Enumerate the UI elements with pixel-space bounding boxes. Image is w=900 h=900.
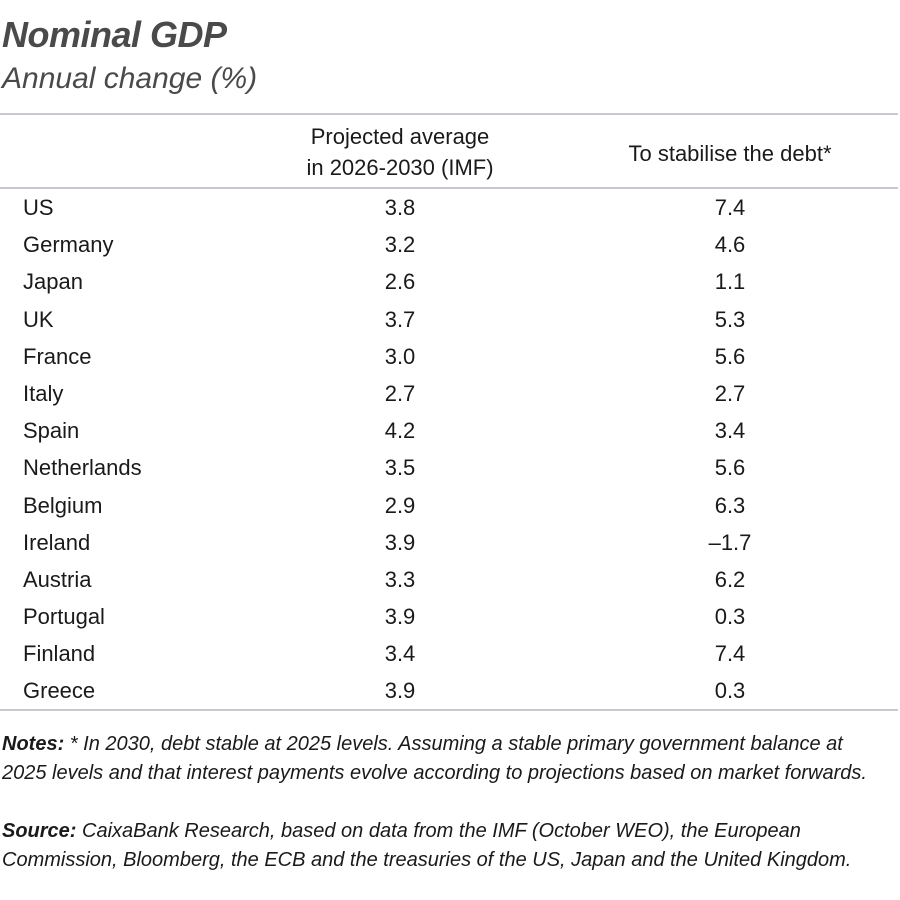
projected-cell: 2.7 — [384, 380, 416, 406]
stabilise-cell: 2.7 — [714, 380, 746, 406]
stabilise-cell: 0.3 — [714, 604, 746, 630]
table-top-rule — [0, 113, 898, 115]
projected-cell: 3.4 — [384, 641, 416, 667]
stabilise-cell: 7.4 — [714, 195, 746, 220]
projected-cell: 3.8 — [384, 195, 416, 220]
country-cell: Netherlands — [23, 455, 142, 481]
table-bottom-rule — [0, 709, 898, 711]
source-label: Source: — [2, 820, 77, 842]
stabilise-cell: 3.4 — [714, 418, 746, 444]
table-body: US 3.8 7.4 Germany 3.2 4.6 Japan 2.6 1.1 UK 3.7 5.3… — [0, 190, 898, 711]
table-row: Portugal 3.9 0.3 — [0, 599, 898, 636]
stabilise-cell: 7.4 — [714, 641, 746, 667]
country-cell: Ireland — [23, 529, 91, 555]
country-cell: Austria — [23, 566, 92, 592]
projected-cell: 3.9 — [384, 529, 416, 555]
country-cell: Japan — [23, 269, 83, 295]
stabilise-cell: 5.6 — [714, 343, 746, 369]
country-cell: Italy — [23, 380, 64, 406]
stabilise-cell: 6.2 — [714, 566, 746, 592]
projected-cell: 2.9 — [384, 492, 416, 518]
table-row: Ireland 3.9 –1.7 — [0, 525, 898, 562]
country-cell: US — [23, 195, 54, 220]
table-row: France 3.0 5.6 — [0, 339, 898, 376]
table-row: Finland 3.4 7.4 — [0, 636, 898, 673]
table-row: US 3.8 7.4 — [0, 190, 898, 227]
country-cell: Belgium — [23, 492, 103, 518]
projected-cell: 3.3 — [384, 566, 416, 592]
table-row: UK 3.7 5.3 — [0, 302, 898, 339]
table-row: Greece 3.9 0.3 — [0, 673, 898, 710]
column-header-stabilise: To stabilise the debt* — [628, 141, 832, 166]
table-row: Netherlands 3.5 5.6 — [0, 450, 898, 487]
stabilise-cell: 5.3 — [714, 306, 746, 332]
table-row: Austria 3.3 6.2 — [0, 562, 898, 599]
projected-cell: 3.9 — [384, 604, 416, 630]
projected-cell: 3.2 — [384, 232, 416, 258]
stabilise-cell: 4.6 — [714, 232, 746, 258]
stabilise-cell: 1.1 — [714, 269, 746, 295]
stabilise-cell: –1.7 — [708, 529, 752, 555]
country-cell: France — [23, 343, 92, 369]
country-cell: Portugal — [23, 604, 105, 630]
header-separator-rule — [0, 187, 898, 189]
projected-cell: 3.7 — [384, 306, 416, 332]
page-subtitle: Annual change (%) — [2, 62, 258, 95]
column-header-projected-line2: in 2026-2030 (IMF) — [306, 155, 494, 180]
country-cell: Germany — [23, 232, 114, 258]
table-row: Germany 3.2 4.6 — [0, 227, 898, 264]
stabilise-cell: 6.3 — [714, 492, 746, 518]
stabilise-cell: 5.6 — [714, 455, 746, 481]
country-cell: Finland — [23, 641, 96, 667]
page-title: Nominal GDP — [2, 14, 227, 55]
projected-cell: 3.9 — [384, 678, 416, 704]
projected-cell: 3.5 — [384, 455, 416, 481]
column-header-projected: Projected average in 2026-2030 (IMF) — [250, 121, 550, 183]
country-cell: Greece — [23, 678, 96, 704]
country-cell: UK — [23, 306, 54, 332]
column-header-projected-line1: Projected average — [310, 124, 490, 149]
source: Source: CaixaBank Research, based on dat… — [2, 817, 892, 875]
table-row: Spain 4.2 3.4 — [0, 413, 898, 450]
country-cell: Spain — [23, 418, 80, 444]
projected-cell: 2.6 — [384, 269, 416, 295]
stabilise-cell: 0.3 — [714, 678, 746, 704]
notes-label: Notes: — [2, 733, 65, 755]
projected-cell: 4.2 — [384, 418, 416, 444]
notes-text: * In 2030, debt stable at 2025 levels. A… — [2, 733, 867, 784]
projected-cell: 3.0 — [384, 343, 416, 369]
table-row: Japan 2.6 1.1 — [0, 264, 898, 301]
source-text: CaixaBank Research, based on data from t… — [2, 820, 852, 871]
notes: Notes: * In 2030, debt stable at 2025 le… — [2, 730, 892, 788]
table-row: Italy 2.7 2.7 — [0, 376, 898, 413]
table-row: Belgium 2.9 6.3 — [0, 488, 898, 525]
